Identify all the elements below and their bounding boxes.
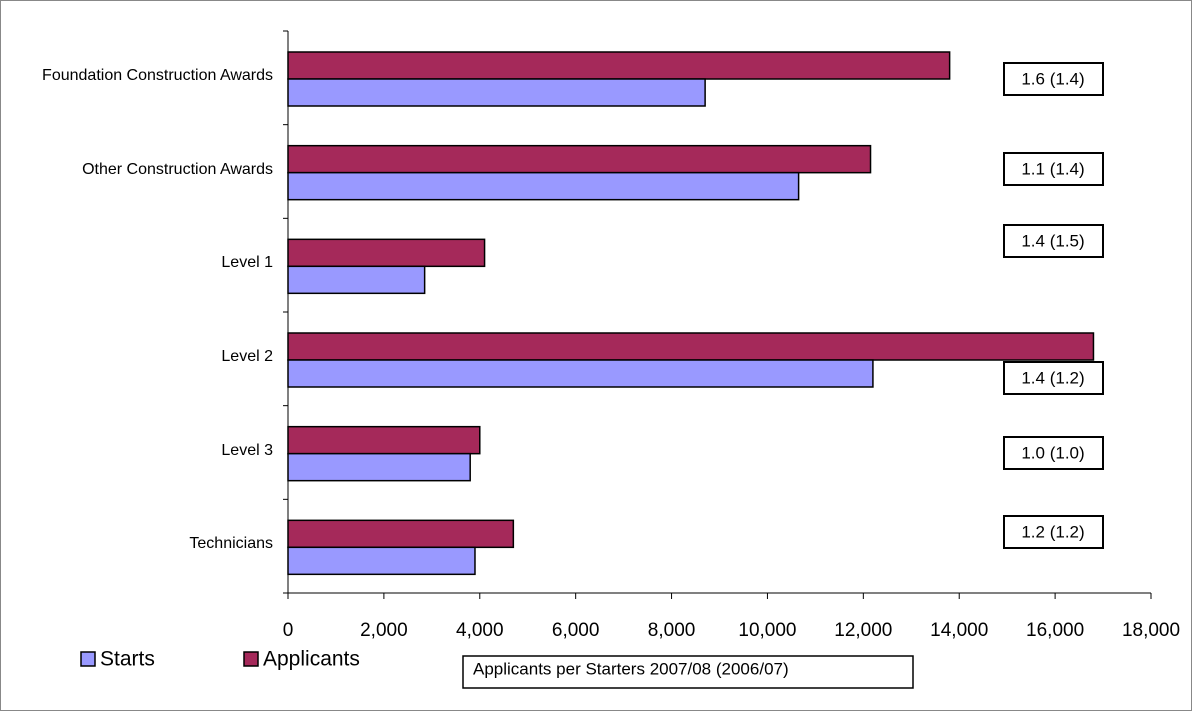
x-tick-label: 8,000 — [648, 620, 696, 641]
y-tick-label: Other Construction Awards — [82, 160, 273, 178]
bar — [287, 359, 874, 388]
annotation: 1.4 (1.5) — [1021, 231, 1084, 250]
annotation: 1.1 (1.4) — [1021, 159, 1084, 178]
annotation: 1.4 (1.2) — [1021, 368, 1084, 387]
x-tick-label: 4,000 — [456, 620, 504, 641]
x-tick-label: 12,000 — [834, 620, 892, 641]
annotation-box — [1003, 436, 1104, 470]
annotation-box — [1003, 62, 1104, 96]
bar — [287, 452, 471, 482]
bar — [287, 332, 1095, 361]
x-tick-label: 18,000 — [1122, 620, 1180, 641]
note: Applicants per Starters 2007/08 (2006/07… — [473, 659, 789, 678]
annotation-box — [1003, 224, 1104, 258]
note-box — [462, 655, 914, 689]
legend-swatch — [243, 651, 259, 667]
x-tick-label: 10,000 — [738, 620, 796, 641]
y-tick-label: Level 2 — [221, 347, 273, 365]
x-tick-label: 0 — [283, 620, 294, 641]
legend-swatch — [80, 651, 96, 667]
bar — [287, 546, 476, 576]
x-tick-label: 6,000 — [552, 620, 600, 641]
annotation-box — [1003, 361, 1104, 395]
bar — [287, 519, 515, 549]
y-tick-label: Foundation Construction Awards — [42, 66, 273, 84]
x-tick-label: 16,000 — [1026, 620, 1084, 641]
bar — [287, 78, 706, 107]
bar — [287, 265, 426, 295]
y-tick-label: Technicians — [189, 535, 273, 553]
annotation-box — [1003, 152, 1104, 186]
x-tick-label: 14,000 — [930, 620, 988, 641]
x-tick-label: 2,000 — [360, 620, 408, 641]
bar — [287, 144, 872, 174]
annotation: 1.6 (1.4) — [1021, 69, 1084, 88]
y-tick-label: Level 1 — [221, 254, 273, 272]
y-tick-label: Level 3 — [221, 441, 273, 459]
annotation-box — [1003, 515, 1104, 549]
annotation: 1.0 (1.0) — [1021, 443, 1084, 462]
bar — [287, 51, 951, 80]
bar — [287, 425, 481, 455]
legend-label: Starts — [100, 648, 155, 671]
bar — [287, 238, 486, 268]
annotation: 1.2 (1.2) — [1021, 522, 1084, 541]
bar — [287, 171, 800, 201]
legend-label: Applicants — [263, 648, 360, 671]
